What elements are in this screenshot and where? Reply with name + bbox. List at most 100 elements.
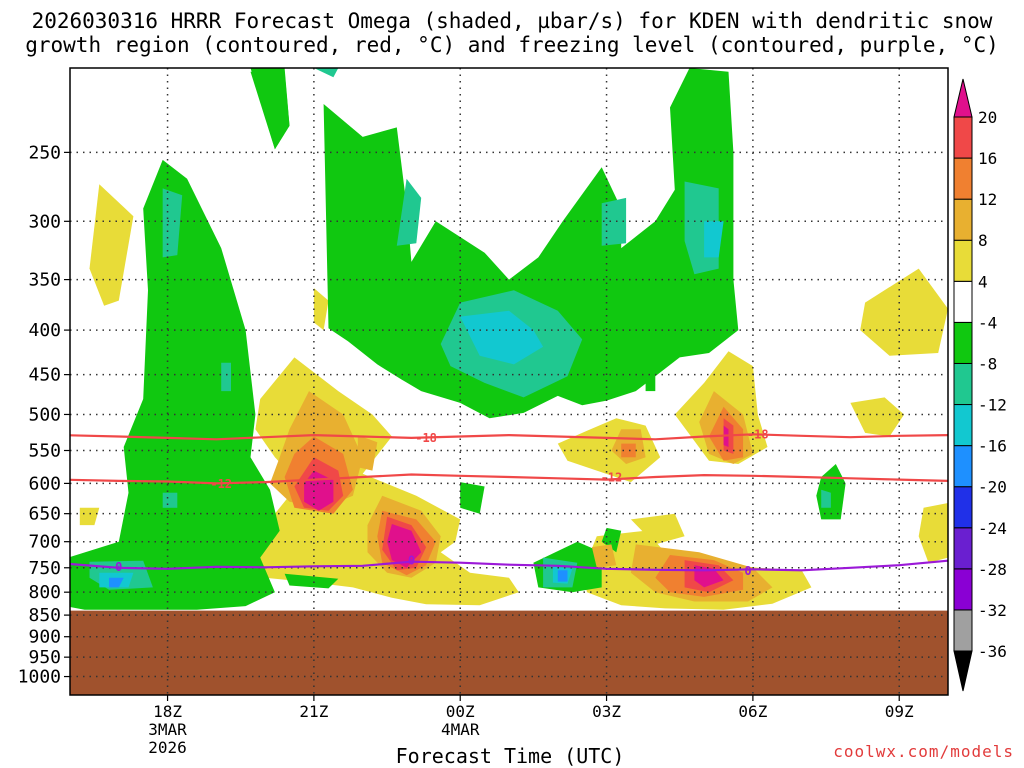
- x-tick-label-27-0: 03Z: [592, 702, 621, 721]
- y-tick-label-450: 450: [28, 365, 61, 386]
- omega-region-neg20-1: [557, 570, 568, 582]
- y-tick-label-900: 900: [28, 627, 61, 648]
- y-tick-label-250: 250: [28, 142, 61, 163]
- y-tick-label-700: 700: [28, 532, 61, 553]
- colorbar-bottom-triangle: [953, 650, 973, 692]
- omega-region-12-4: [621, 443, 636, 458]
- y-tick-label-650: 650: [28, 504, 61, 525]
- colorbar-label-0: -36: [978, 642, 1007, 661]
- omega-region-4-10: [918, 503, 948, 563]
- contour-label-4: 0: [115, 560, 122, 574]
- colorbar-label-13: 20: [978, 108, 997, 127]
- omega-region-neg8-5: [601, 527, 622, 553]
- colorbar-bin-6: [953, 404, 973, 447]
- x-tick-label-30-0: 06Z: [738, 702, 767, 721]
- omega-region-8-5: [591, 544, 617, 568]
- colorbar-bin-5: [953, 445, 973, 488]
- contour-label-6: 0: [744, 564, 751, 578]
- omega-region-4-1: [211, 357, 519, 606]
- omega-region-neg12-3: [601, 197, 627, 246]
- colorbar-bin-11: [953, 198, 973, 241]
- omega-region-4-0: [89, 184, 134, 306]
- colorbar-label-5: -16: [978, 437, 1007, 456]
- colorbar-bin-1: [953, 609, 973, 652]
- omega-region-20-1: [387, 524, 422, 568]
- x-tick-label-18-2: 2026: [148, 738, 187, 757]
- colorbar-label-11: 12: [978, 190, 997, 209]
- chart-title-line-1: 2026030316 HRRR Forecast Omega (shaded, …: [31, 9, 993, 33]
- ground-terrain: [70, 610, 948, 695]
- omega-region-4-5: [630, 513, 685, 545]
- omega-region-neg8-2: [323, 68, 739, 419]
- colorbar-bin-7: [953, 362, 973, 406]
- omega-region-neg8-4: [587, 372, 602, 396]
- colorbar-bin-8: [953, 321, 973, 364]
- colorbar-bin-4: [953, 486, 973, 529]
- omega-region-4-9: [79, 507, 100, 526]
- omega-region-4-8: [313, 288, 329, 331]
- y-tick-label-950: 950: [28, 647, 61, 668]
- x-tick-label-18-1: 3MAR: [148, 720, 187, 739]
- contour-label-3: -12: [601, 471, 623, 485]
- y-tick-label-750: 750: [28, 558, 61, 579]
- contour-temperature-2: [70, 559, 948, 572]
- colorbar-bin-12: [953, 157, 973, 200]
- x-tick-label-33-0: 09Z: [885, 702, 914, 721]
- omega-region-neg12-10: [162, 492, 178, 508]
- y-tick-label-850: 850: [28, 605, 61, 626]
- omega-region-4-6: [850, 397, 905, 437]
- colorbar-label-12: 16: [978, 149, 997, 168]
- omega-region-neg8-0: [70, 159, 280, 610]
- omega-region-neg12-9: [221, 362, 231, 392]
- colorbar-bin-3: [953, 527, 973, 570]
- x-tick-label-21-0: 21Z: [299, 702, 328, 721]
- y-tick-label-600: 600: [28, 473, 61, 494]
- y-tick-label-800: 800: [28, 582, 61, 603]
- omega-region-neg20-0: [109, 577, 124, 588]
- colorbar-label-2: -28: [978, 560, 1007, 579]
- x-tick-label-18-0: 18Z: [153, 702, 182, 721]
- omega-region-8-6: [357, 435, 378, 471]
- omega-region-neg12-8: [821, 489, 831, 508]
- omega-region-neg8-3: [250, 71, 290, 150]
- colorbar-label-7: -8: [978, 354, 997, 373]
- contour-label-1: -18: [747, 427, 769, 441]
- x-axis-title: Forecast Time (UTC): [395, 744, 625, 768]
- colorbar-label-10: 8: [978, 231, 988, 250]
- omega-region-neg16-3: [704, 221, 724, 258]
- colorbar-label-4: -20: [978, 478, 1007, 497]
- colorbar-label-9: 4: [978, 272, 988, 291]
- omega-region-neg8-10: [284, 573, 339, 589]
- omega-region-neg12-5: [313, 68, 339, 78]
- omega-region-neg16-0: [460, 310, 544, 365]
- colorbar-bin-2: [953, 568, 973, 611]
- colorbar-label-8: -4: [978, 313, 997, 332]
- y-tick-label-350: 350: [28, 270, 61, 291]
- plot-frame: [69, 67, 949, 696]
- x-tick-label-24-1: 4MAR: [441, 720, 480, 739]
- grid: [70, 68, 948, 695]
- contour-label-2: -12: [210, 477, 232, 491]
- colorbar-bin-9: [953, 280, 973, 323]
- colorbar-label-1: -32: [978, 601, 1007, 620]
- omega-region-neg12-1: [396, 178, 422, 246]
- omega-region-neg8-6: [645, 366, 656, 392]
- y-tick-label-300: 300: [28, 211, 61, 232]
- y-tick-label-500: 500: [28, 404, 61, 425]
- y-tick-label-550: 550: [28, 441, 61, 462]
- colorbar-label-6: -12: [978, 396, 1007, 415]
- colorbar-bin-10: [953, 239, 973, 282]
- x-tick-label-24-0: 00Z: [446, 702, 475, 721]
- omega-region-neg8-8: [460, 482, 485, 514]
- colorbar-top-triangle: [953, 78, 973, 118]
- colorbar-bin-13: [953, 116, 973, 159]
- y-tick-label-1000: 1000: [18, 667, 61, 688]
- y-tick-label-400: 400: [28, 320, 61, 341]
- footer-credit: coolwx.com/models: [833, 742, 1014, 761]
- omega-region-4-7: [860, 268, 948, 356]
- colorbar-label-3: -24: [978, 519, 1007, 538]
- contour-temperature-0: [70, 433, 948, 441]
- contour-temperature-1: [70, 473, 948, 485]
- chart-title-line-2: growth region (contoured, red, °C) and f…: [25, 33, 999, 57]
